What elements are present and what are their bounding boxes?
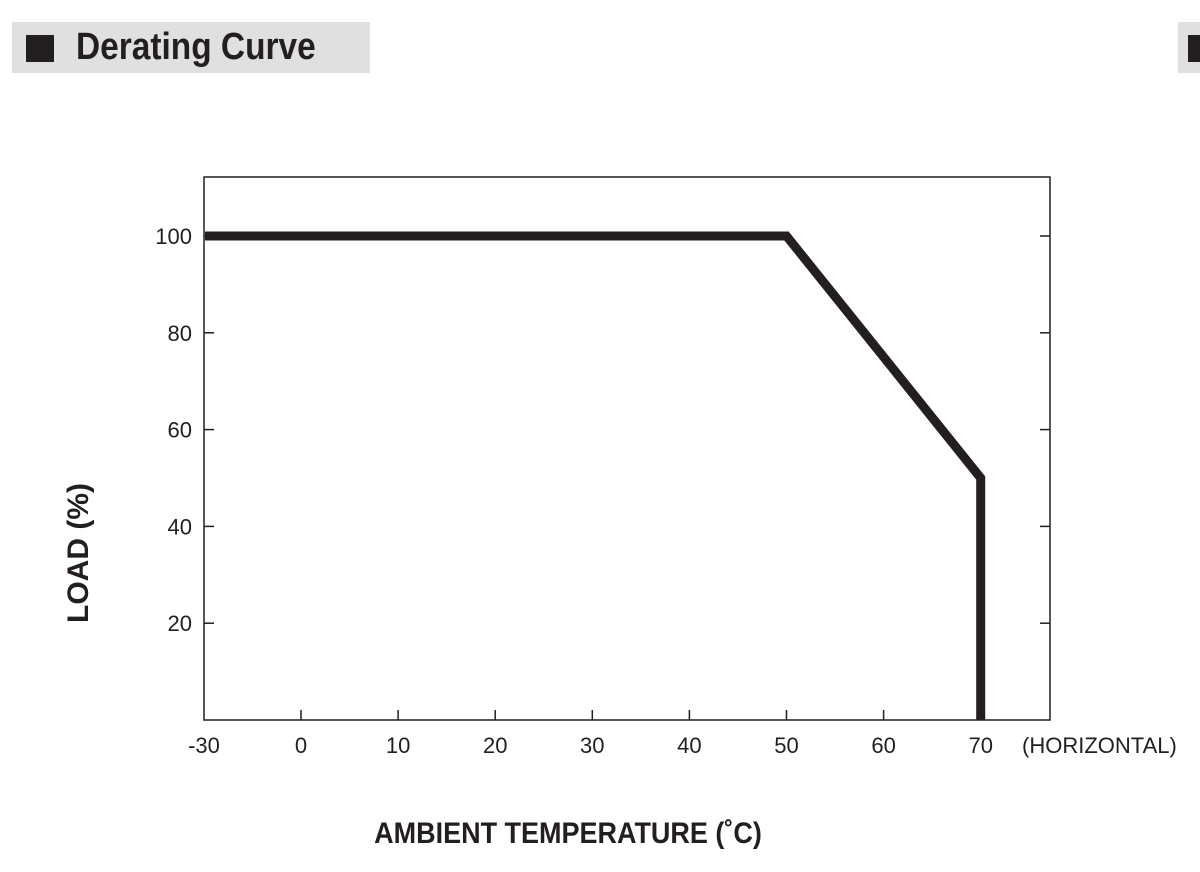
x-tick-label: 60 <box>871 733 895 758</box>
x-tick-label: -30 <box>188 733 220 758</box>
section-title: Derating Curve <box>76 26 316 68</box>
x-axis-ticks <box>300 710 982 720</box>
y-axis-ticks <box>204 235 1050 624</box>
y-tick-label: 80 <box>168 321 192 346</box>
x-tick-label: 50 <box>774 733 798 758</box>
x-tick-label: 40 <box>677 733 701 758</box>
y-tick-label: 60 <box>168 418 192 443</box>
y-tick-label: 40 <box>168 514 192 539</box>
y-tick-label: 20 <box>168 611 192 636</box>
title-banner: Derating Curve <box>12 22 370 73</box>
square-bullet-icon <box>26 35 54 62</box>
x-tick-label: 20 <box>483 733 507 758</box>
square-bullet-icon <box>1188 35 1200 62</box>
x-tick-label: 70 <box>968 733 992 758</box>
x-axis-tick-labels: -30 0 10 20 30 40 50 60 70 <box>188 733 993 758</box>
x-tick-label: 0 <box>295 733 307 758</box>
x-axis-annotation: (HORIZONTAL) <box>1022 733 1177 758</box>
y-axis-tick-labels: 20 40 60 80 100 <box>155 224 192 636</box>
y-axis-title: LOAD (%) <box>62 483 95 623</box>
y-tick-label: 100 <box>155 224 192 249</box>
plot-frame <box>203 176 1051 721</box>
x-axis-title: AMBIENT TEMPERATURE (˚C) <box>374 817 762 851</box>
next-section-banner <box>1178 22 1200 73</box>
x-tick-label: 10 <box>386 733 410 758</box>
derating-series-line <box>205 231 986 720</box>
x-tick-label: 30 <box>580 733 604 758</box>
